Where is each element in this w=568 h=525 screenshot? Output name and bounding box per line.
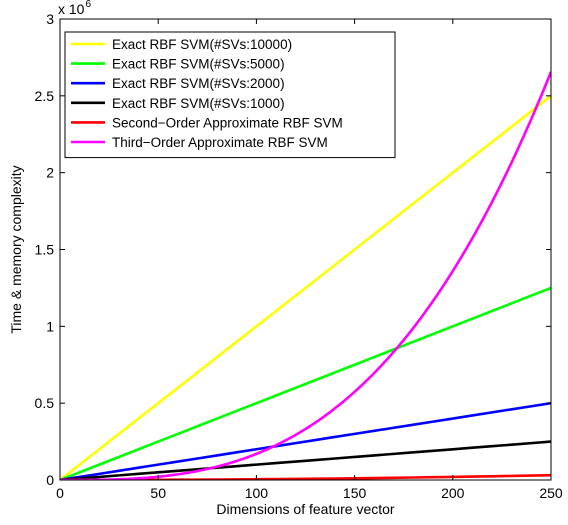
legend-label: Exact RBF SVM(#SVs:5000)	[112, 57, 285, 72]
legend-item-second-order-approximate-rbf-svm: Second−Order Approximate RBF SVM	[71, 115, 343, 130]
legend-label: Exact RBF SVM(#SVs:10000)	[112, 37, 292, 52]
series-line-exact-rbf-svm-svs-2000	[60, 401, 551, 480]
series-line-third-order-approximate-rbf-svm	[60, 71, 551, 480]
legend-item-exact-rbf-svm-svs-2000: Exact RBF SVM(#SVs:2000)	[71, 76, 285, 91]
legend-item-exact-rbf-svm-svs-5000: Exact RBF SVM(#SVs:5000)	[71, 57, 285, 72]
ticks-layer: 0 50 100 150 200 250 0 0.5 1 1.5 2 2.5 3	[35, 11, 563, 501]
x-tick-label: 250	[539, 485, 563, 501]
legend-label: Exact RBF SVM(#SVs:2000)	[112, 76, 285, 91]
y-tick-label: 2	[46, 165, 54, 181]
x-axis-label: Dimensions of feature vector	[216, 501, 395, 517]
y-tick-label: 1.5	[35, 242, 55, 258]
x-tick-label: 200	[441, 485, 465, 501]
y-tick-label: 3	[46, 11, 54, 27]
legend-box	[64, 31, 396, 159]
legend-label: Exact RBF SVM(#SVs:1000)	[112, 96, 285, 111]
x-tick-label: 150	[343, 485, 367, 501]
series-line-exact-rbf-svm-svs-10000	[60, 94, 551, 480]
x-tick-label: 0	[56, 485, 64, 501]
y-tick-label: 1	[46, 318, 54, 334]
series-line-exact-rbf-svm-svs-5000	[60, 286, 551, 480]
y-tick-label: 0	[46, 472, 54, 488]
series-line-exact-rbf-svm-svs-1000	[60, 440, 551, 480]
legend-item-exact-rbf-svm-svs-10000: Exact RBF SVM(#SVs:10000)	[71, 37, 292, 52]
x-tick-label: 100	[245, 485, 269, 501]
y-axis-label: Time & memory complexity	[8, 165, 24, 333]
legend-label: Third−Order Approximate RBF SVM	[112, 135, 328, 150]
legend-item-exact-rbf-svm-svs-1000: Exact RBF SVM(#SVs:1000)	[71, 96, 285, 111]
legend-label: Second−Order Approximate RBF SVM	[112, 115, 343, 130]
legend-item-third-order-approximate-rbf-svm: Third−Order Approximate RBF SVM	[71, 135, 328, 150]
y-axis-scale-factor: x 106	[58, 0, 91, 17]
y-tick-label: 0.5	[35, 395, 55, 411]
y-axis-scale-base: x 10	[58, 1, 85, 17]
y-tick-label: 2.5	[35, 88, 55, 104]
x-tick-label: 50	[150, 485, 166, 501]
legend: Exact RBF SVM(#SVs:10000) Exact RBF SVM(#…	[64, 31, 396, 159]
y-axis-scale-exponent: 6	[85, 0, 91, 10]
